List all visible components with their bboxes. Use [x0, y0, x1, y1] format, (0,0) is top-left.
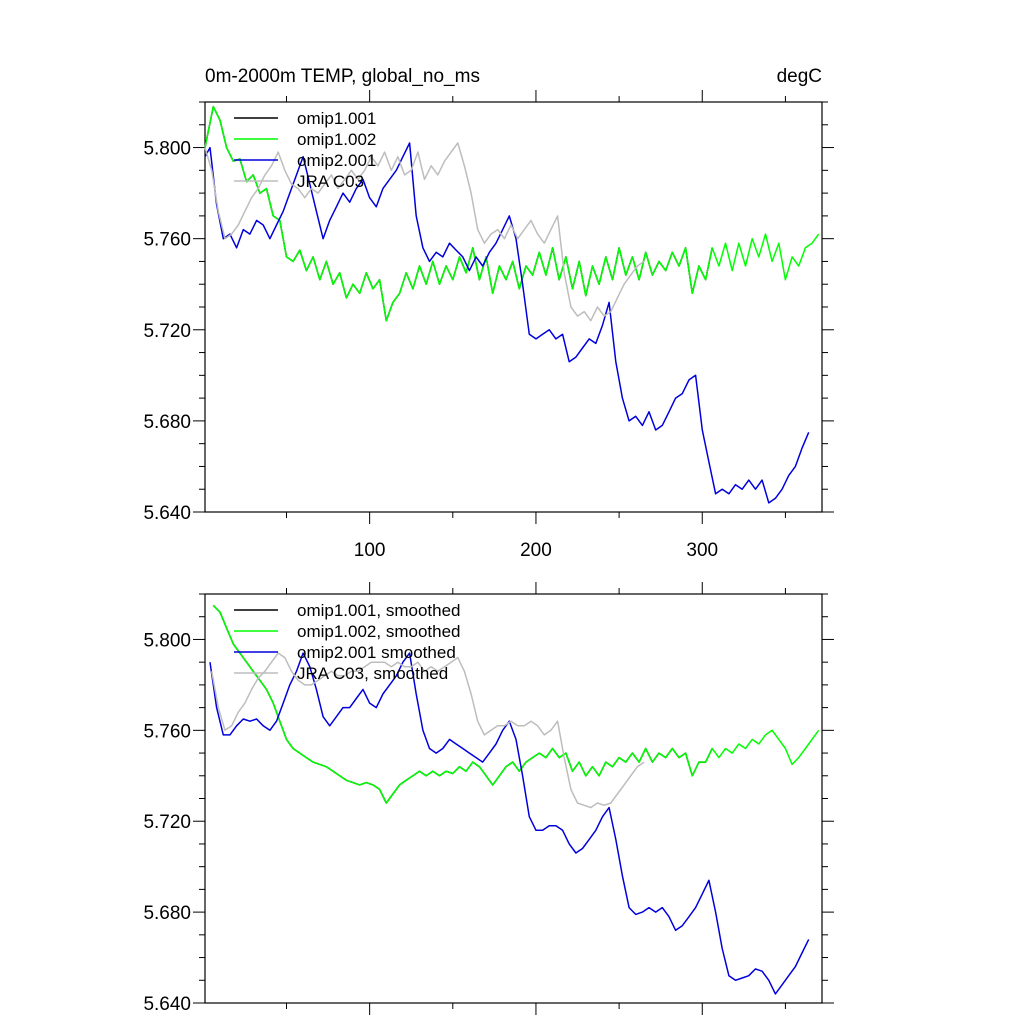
legend-label: omip1.002: [297, 130, 376, 149]
series-line-jra-c03: [204, 142, 645, 322]
y-tick-label: 5.800: [143, 139, 191, 160]
x-tick-label: 200: [520, 540, 552, 561]
series-line-jra-c03-smoothed: [210, 652, 645, 809]
y-tick-label: 5.720: [143, 812, 191, 833]
series-line-omip1-001: [204, 105, 713, 322]
y-tick-label: 5.680: [143, 412, 191, 433]
series-line-omip2-001: [204, 142, 810, 504]
legend-label: omip1.001: [297, 109, 376, 128]
x-tick-label: 100: [354, 540, 386, 561]
y-tick-label: 5.720: [143, 321, 191, 342]
series-line-omip2-001-smoothed: [209, 652, 810, 995]
legend-label: omip1.001, smoothed: [297, 601, 461, 620]
chart-title: 0m-2000m TEMP, global_no_ms: [205, 66, 480, 87]
legend-label: omip2.001 smoothed: [297, 643, 456, 662]
y-tick-label: 5.640: [143, 994, 191, 1015]
legend-label: omip1.002, smoothed: [297, 622, 461, 641]
y-tick-label: 5.680: [143, 903, 191, 924]
series-line-omip1-002-smoothed: [212, 604, 820, 804]
chart-panel-top: 0m-2000m TEMP, global_no_ms degC 5.640 5.…: [143, 66, 834, 561]
series-line-omip1-001-smoothed: [212, 604, 713, 804]
chart-panel-bottom: 5.640 5.680 5.720 5.760 5.800 omip1.001, smoo…: [143, 582, 834, 1015]
y-tick-label: 5.800: [143, 630, 191, 651]
x-tick-label: 300: [686, 540, 718, 561]
series-line-omip1-002: [204, 105, 820, 322]
y-tick-label: 5.640: [143, 503, 191, 524]
legend-label: omip2.001: [297, 151, 376, 170]
units-label: degC: [777, 66, 822, 87]
y-tick-label: 5.760: [143, 721, 191, 742]
y-tick-label: 5.760: [143, 230, 191, 251]
legend-label: JRA C03: [297, 172, 364, 191]
legend-label: JRA C03, smoothed: [297, 664, 448, 683]
